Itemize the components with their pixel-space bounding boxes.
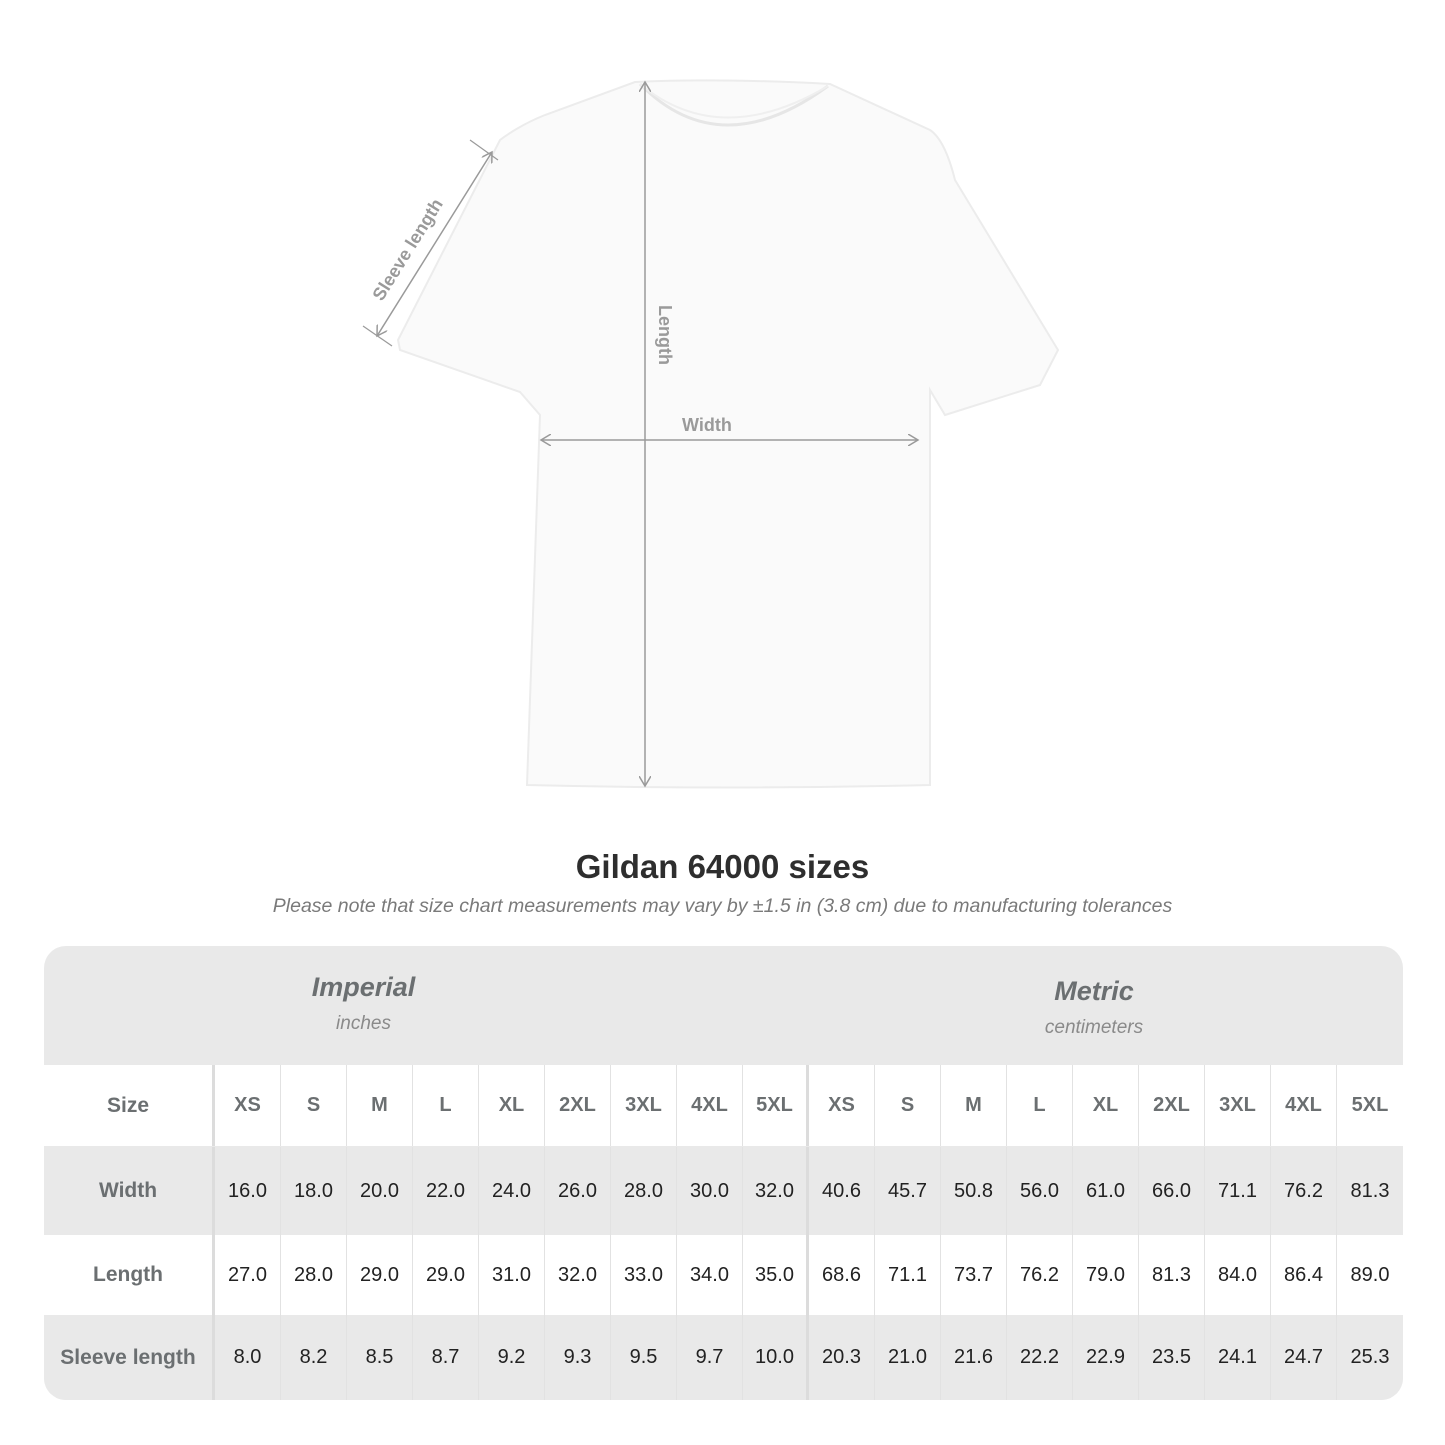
table-row: Sleeve length 8.0 8.2 8.5 8.7 9.2 9.3 9.5 9.7 10.… (44, 1315, 1403, 1400)
imperial-value-cell: 8.2 (281, 1315, 347, 1400)
metric-size-header: 3XL (1205, 1065, 1271, 1146)
row-label: Length (44, 1235, 215, 1315)
metric-value-cell: 24.1 (1205, 1315, 1271, 1400)
imperial-value-cell: 9.7 (677, 1315, 743, 1400)
table-row: Width 16.0 18.0 20.0 22.0 24.0 26.0 28.0 30.0 32.… (44, 1147, 1403, 1235)
imperial-value-cell: 9.2 (479, 1315, 545, 1400)
metric-value-cell: 81.3 (1350, 1179, 1390, 1202)
imperial-value-cell: 16.0 (215, 1147, 281, 1235)
imperial-value-cell: 18.0 (281, 1147, 347, 1235)
metric-value-cell: 22.9 (1073, 1315, 1139, 1400)
imperial-value-cell: 24.0 (479, 1147, 545, 1235)
imperial-value-cell: 8.7 (413, 1315, 479, 1400)
imperial-value-cell: 29.0 (413, 1235, 479, 1315)
metric-size-header: 4XL (1271, 1065, 1337, 1146)
imperial-value-cell: 28.0 (281, 1235, 347, 1315)
imperial-value-cell: 8.5 (347, 1315, 413, 1400)
row-label: Size (44, 1065, 215, 1146)
metric-value-cell: 22.2 (1007, 1315, 1073, 1400)
imperial-value-cell: 9.5 (611, 1315, 677, 1400)
imperial-size-header: XL (479, 1065, 545, 1146)
imperial-value-cell: 27.0 (215, 1235, 281, 1315)
metric-value-cell: 24.7 (1271, 1315, 1337, 1400)
imperial-value-cell: 26.0 (545, 1147, 611, 1235)
imperial-value-cell: 9.3 (545, 1315, 611, 1400)
imperial-value-cell: 8.0 (215, 1315, 281, 1400)
imperial-value-cell: 35.0 (743, 1235, 809, 1315)
row-label: Width (44, 1147, 215, 1235)
imperial-size-header: 5XL (743, 1065, 809, 1146)
metric-header: Metric centimeters (944, 976, 1244, 1039)
imperial-size-header: M (347, 1065, 413, 1146)
imperial-value-cell: 20.0 (347, 1147, 413, 1235)
imperial-value-cell: 10.0 (743, 1315, 809, 1400)
metric-value-cell: 66.0 (1139, 1147, 1205, 1235)
imperial-value-cell: 22.0 (413, 1147, 479, 1235)
metric-value-cell: 76.2 (1271, 1147, 1337, 1235)
metric-value-cell: 20.3 (809, 1315, 875, 1400)
imperial-size-header: L (413, 1065, 479, 1146)
metric-value-cell: 61.0 (1073, 1147, 1139, 1235)
page-title: Gildan 64000 sizes (575, 848, 870, 885)
metric-value-cell: 25.3 (1350, 1346, 1390, 1368)
metric-value-cell: 76.2 (1007, 1235, 1073, 1315)
imperial-size-header: 2XL (545, 1065, 611, 1146)
tolerance-note: Please note that size chart measurements… (272, 895, 1173, 917)
imperial-size-header: S (281, 1065, 347, 1146)
size-table: Imperial inches Metric centimeters Size X… (44, 946, 1403, 1400)
metric-value-cell: 81.3 (1139, 1235, 1205, 1315)
sleeve-arrow (377, 152, 492, 336)
metric-value-cell: 73.7 (941, 1235, 1007, 1315)
imperial-value-cell: 31.0 (479, 1235, 545, 1315)
metric-size-header: XS (809, 1065, 875, 1146)
size-header-row: Size XS S M L XL 2XL 3XL 4XL 5XL XS S M L XL 2XL 3XL 4XL 5… (44, 1065, 1403, 1146)
metric-value-cell: 86.4 (1271, 1235, 1337, 1315)
metric-value-cell: 89.0 (1350, 1263, 1390, 1286)
imperial-value-cell: 29.0 (347, 1235, 413, 1315)
imperial-header: Imperial inches (215, 972, 512, 1035)
metric-value-cell: 56.0 (1007, 1147, 1073, 1235)
imperial-value-cell: 32.0 (743, 1147, 809, 1235)
imperial-value-cell: 32.0 (545, 1235, 611, 1315)
metric-size-header: L (1007, 1065, 1073, 1146)
row-label: Sleeve length (44, 1315, 215, 1400)
tshirt-diagram: Sleeve length Length Width (362, 79, 1060, 789)
metric-size-header: M (941, 1065, 1007, 1146)
imperial-unit: inches (336, 1013, 391, 1034)
imperial-value-cell: 33.0 (611, 1235, 677, 1315)
table-row: Length 27.0 28.0 29.0 29.0 31.0 32.0 33.0 34.0 35… (44, 1235, 1403, 1315)
metric-size-header: 2XL (1139, 1065, 1205, 1146)
metric-value-cell: 68.6 (809, 1235, 875, 1315)
imperial-size-header: 3XL (611, 1065, 677, 1146)
imperial-value-cell: 30.0 (677, 1147, 743, 1235)
metric-size-header: XL (1073, 1065, 1139, 1146)
length-label: Length (655, 305, 675, 365)
imperial-value-cell: 34.0 (677, 1235, 743, 1315)
metric-value-cell: 45.7 (875, 1147, 941, 1235)
metric-value-cell: 71.1 (1205, 1147, 1271, 1235)
metric-value-cell: 21.6 (941, 1315, 1007, 1400)
metric-size-header: 5XL (1351, 1094, 1389, 1116)
metric-value-cell: 23.5 (1139, 1315, 1205, 1400)
metric-value-cell: 71.1 (875, 1235, 941, 1315)
metric-unit: centimeters (1044, 1017, 1144, 1038)
imperial-size-header: 4XL (677, 1065, 743, 1146)
imperial-title: Imperial (311, 972, 416, 1002)
metric-value-cell: 40.6 (809, 1147, 875, 1235)
metric-size-header: S (875, 1065, 941, 1146)
metric-value-cell: 79.0 (1073, 1235, 1139, 1315)
imperial-value-cell: 28.0 (611, 1147, 677, 1235)
imperial-size-header: XS (215, 1065, 281, 1146)
metric-title: Metric (1054, 976, 1134, 1006)
metric-value-cell: 84.0 (1205, 1235, 1271, 1315)
width-label: Width (682, 415, 732, 435)
metric-value-cell: 50.8 (941, 1147, 1007, 1235)
metric-value-cell: 21.0 (875, 1315, 941, 1400)
